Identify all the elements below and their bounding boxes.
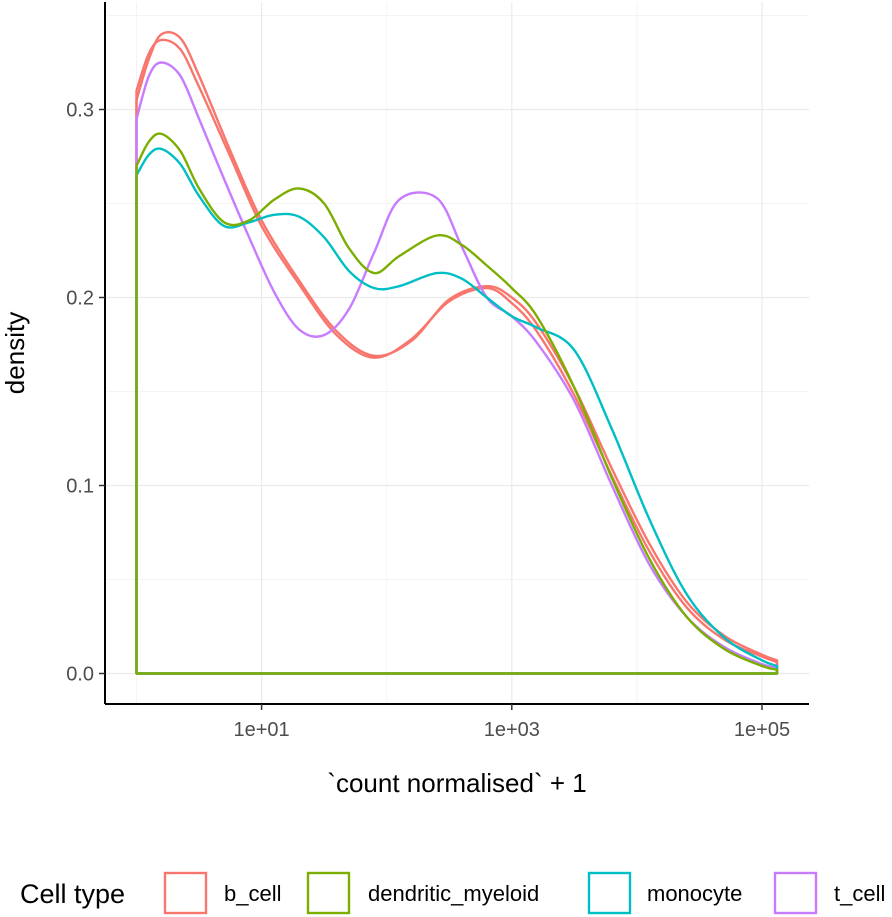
- y-tick-label: 0.0: [66, 664, 94, 686]
- legend-label-t-cell: t_cell: [834, 881, 885, 906]
- y-ticks: 0.0 0.1 0.2 0.3: [66, 100, 105, 686]
- legend-key-monocyte: [587, 871, 632, 915]
- density-curve-t-cell: [135, 61, 779, 675]
- density-curve-b-cell: [135, 30, 779, 675]
- density-curve-dendritic-myeloid: [135, 132, 779, 675]
- legend-key-dendritic-myeloid: [306, 871, 351, 915]
- y-tick-label: 0.1: [66, 476, 94, 498]
- legend-label-b-cell: b_cell: [224, 881, 281, 906]
- legend-title: Cell type: [20, 879, 125, 909]
- y-tick-label: 0.3: [66, 100, 94, 122]
- legend-key-t-cell: [773, 871, 818, 915]
- legend: Cell type b_cell dendritic_myeloid monocyt…: [20, 871, 885, 915]
- grid-lines: [105, 2, 809, 704]
- legend-label-monocyte: monocyte: [647, 881, 742, 906]
- axes: [104, 2, 809, 705]
- density-series: [135, 30, 779, 675]
- density-curve-b-cell: [135, 38, 779, 675]
- x-ticks: 1e+01 1e+03 1e+05: [234, 704, 790, 741]
- x-tick-label: 1e+05: [734, 719, 790, 741]
- y-tick-label: 0.2: [66, 288, 94, 310]
- x-tick-label: 1e+01: [234, 719, 290, 741]
- legend-key-b-cell: [163, 871, 208, 915]
- x-tick-label: 1e+03: [484, 719, 540, 741]
- y-axis-title: density: [0, 312, 30, 394]
- x-axis-title: `count normalised` + 1: [327, 768, 586, 798]
- legend-label-dendritic-myeloid: dendritic_myeloid: [368, 881, 539, 906]
- density-curve-monocyte: [135, 147, 779, 675]
